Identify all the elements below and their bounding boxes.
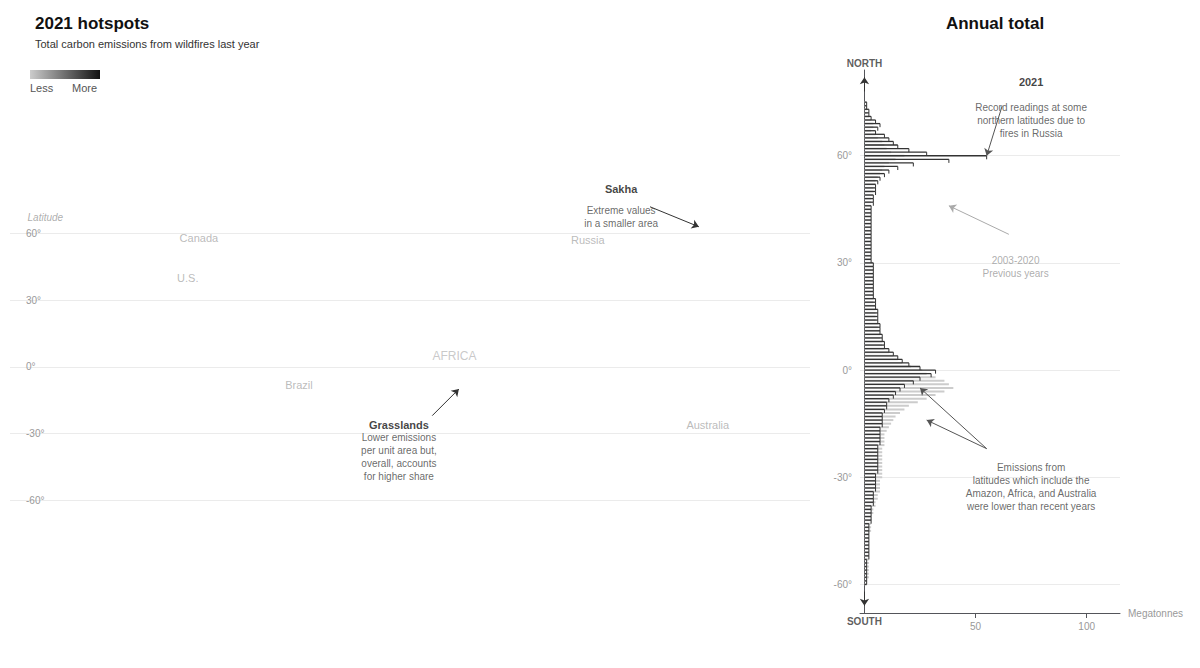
svg-text:60°: 60°: [837, 150, 852, 161]
svg-text:2003-2020: 2003-2020: [992, 255, 1040, 266]
svg-text:Extreme values: Extreme values: [587, 205, 656, 216]
svg-text:Brazil: Brazil: [285, 379, 313, 391]
svg-text:-30°: -30°: [26, 428, 44, 439]
svg-text:Canada: Canada: [180, 232, 219, 244]
svg-text:30°: 30°: [837, 257, 852, 268]
svg-text:AFRICA: AFRICA: [432, 349, 476, 363]
svg-text:2021: 2021: [1019, 76, 1043, 88]
svg-text:0°: 0°: [842, 365, 852, 376]
svg-text:Record readings at some: Record readings at some: [975, 102, 1087, 113]
svg-text:for higher share: for higher share: [364, 471, 434, 482]
svg-text:-30°: -30°: [834, 472, 852, 483]
svg-text:Amazon, Africa, and Australia: Amazon, Africa, and Australia: [966, 488, 1097, 499]
svg-text:Australia: Australia: [686, 419, 730, 431]
svg-text:U.S.: U.S.: [177, 272, 198, 284]
svg-text:Megatonnes: Megatonnes: [1128, 608, 1183, 619]
svg-text:Latitude: Latitude: [28, 212, 64, 223]
svg-text:50: 50: [970, 621, 982, 632]
svg-text:Sakha: Sakha: [605, 183, 638, 195]
svg-text:overall, accounts: overall, accounts: [361, 458, 436, 469]
svg-text:More: More: [72, 82, 97, 94]
svg-text:latitudes which include the: latitudes which include the: [973, 475, 1090, 486]
svg-text:Annual total: Annual total: [946, 14, 1044, 33]
svg-text:NORTH: NORTH: [847, 58, 883, 69]
svg-text:in a smaller area: in a smaller area: [584, 218, 658, 229]
svg-text:Total carbon emissions from wi: Total carbon emissions from wildfires la…: [35, 38, 260, 50]
svg-text:SOUTH: SOUTH: [847, 616, 882, 627]
svg-text:-60°: -60°: [26, 495, 44, 506]
svg-text:fires in Russia: fires in Russia: [1000, 128, 1063, 139]
svg-text:Less: Less: [30, 82, 54, 94]
svg-text:30°: 30°: [26, 295, 41, 306]
svg-text:Russia: Russia: [571, 234, 606, 246]
svg-text:Previous years: Previous years: [982, 268, 1048, 279]
svg-text:-60°: -60°: [834, 579, 852, 590]
svg-text:were lower than recent years: were lower than recent years: [966, 501, 1095, 512]
svg-text:per unit area but,: per unit area but,: [361, 445, 437, 456]
svg-text:100: 100: [1078, 621, 1095, 632]
svg-text:0°: 0°: [26, 361, 36, 372]
svg-text:60°: 60°: [26, 228, 41, 239]
svg-text:Grasslands: Grasslands: [369, 419, 429, 431]
svg-text:Emissions from: Emissions from: [997, 462, 1065, 473]
svg-text:northern latitudes due to: northern latitudes due to: [977, 115, 1085, 126]
svg-text:2021 hotspots: 2021 hotspots: [35, 14, 149, 33]
svg-text:Lower emissions: Lower emissions: [362, 432, 436, 443]
